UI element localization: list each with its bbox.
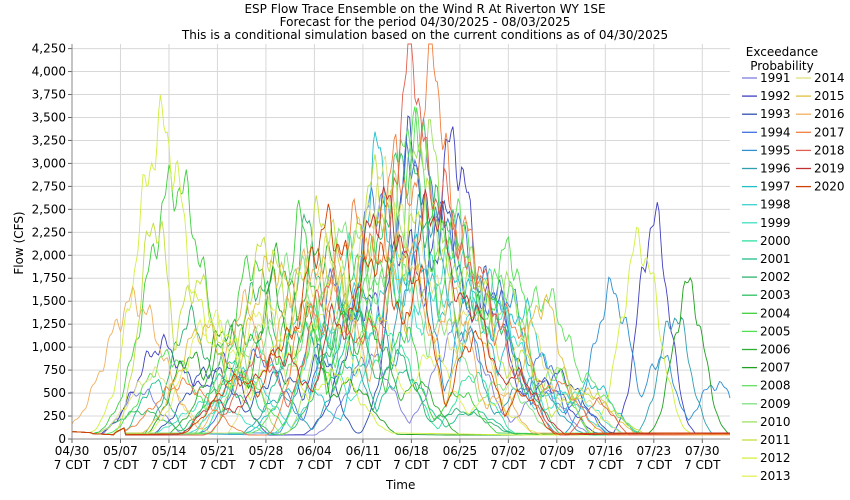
legend-label-2004: 2004: [760, 306, 791, 320]
x-tick-label-time: 7 CDT: [248, 458, 285, 472]
chart-subtitle-2: This is a conditional simulation based o…: [181, 28, 669, 42]
series-line-2020: [72, 203, 730, 436]
y-tick-label: 3,000: [32, 156, 66, 170]
legend-label-2016: 2016: [814, 107, 845, 121]
x-tick-label-date: 07/02: [491, 444, 526, 458]
legend-label-2000: 2000: [760, 234, 791, 248]
x-tick-label-date: 06/18: [394, 444, 429, 458]
y-tick-label: 2,750: [32, 179, 66, 193]
y-tick-label: 0: [58, 432, 66, 446]
plot-area: [72, 44, 730, 439]
x-tick-label-time: 7 CDT: [539, 458, 576, 472]
legend-label-2017: 2017: [814, 125, 845, 139]
x-tick-label-time: 7 CDT: [199, 458, 236, 472]
x-tick-label-date: 07/09: [540, 444, 575, 458]
y-tick-label: 1,750: [32, 271, 66, 285]
legend-label-2012: 2012: [760, 451, 791, 465]
legend-title-line-2: Probability: [750, 59, 814, 73]
legend-label-1997: 1997: [760, 180, 791, 194]
legend-label-2019: 2019: [814, 162, 845, 176]
x-tick-label-time: 7 CDT: [490, 458, 527, 472]
y-tick-label: 750: [43, 363, 66, 377]
x-tick-label-date: 07/30: [685, 444, 720, 458]
y-tick-label: 3,500: [32, 110, 66, 124]
x-tick-label-date: 05/07: [103, 444, 138, 458]
y-tick-label: 3,750: [32, 88, 66, 102]
x-tick-label-date: 07/16: [588, 444, 623, 458]
series-line-2017: [72, 43, 730, 436]
x-tick-label-time: 7 CDT: [393, 458, 430, 472]
y-tick-label: 2,000: [32, 248, 66, 262]
legend-label-1996: 1996: [760, 162, 791, 176]
chart-subtitle: Forecast for the period 04/30/2025 - 08/…: [279, 15, 571, 29]
x-tick-label-date: 05/14: [152, 444, 187, 458]
x-tick-label-date: 05/21: [200, 444, 235, 458]
legend-label-2003: 2003: [760, 288, 791, 302]
legend-label-2002: 2002: [760, 270, 791, 284]
legend-label-2010: 2010: [760, 415, 791, 429]
legend-title: Exceedance Probability: [732, 45, 832, 73]
series-line-2015: [72, 212, 731, 436]
series-line-2018: [72, 43, 730, 436]
series-line-2019: [72, 186, 730, 436]
y-tick-label: 2,250: [32, 225, 66, 239]
x-tick-label-date: 06/11: [346, 444, 381, 458]
legend-label-1999: 1999: [760, 216, 791, 230]
legend-label-2015: 2015: [814, 89, 845, 103]
legend-label-2014: 2014: [814, 71, 845, 85]
x-tick-label-date: 05/28: [249, 444, 284, 458]
legend-label-1991: 1991: [760, 71, 791, 85]
x-tick-label-date: 06/25: [443, 444, 478, 458]
y-tick-label: 1,250: [32, 317, 66, 331]
y-tick-label: 2,500: [32, 202, 66, 216]
x-tick-label-time: 7 CDT: [54, 458, 91, 472]
series-line-2012: [72, 94, 731, 436]
legend-label-2013: 2013: [760, 469, 791, 483]
legend-label-1995: 1995: [760, 143, 791, 157]
x-tick-label-time: 7 CDT: [102, 458, 139, 472]
x-tick-label-time: 7 CDT: [636, 458, 673, 472]
x-tick-label-time: 7 CDT: [442, 458, 479, 472]
x-axis-label: Time: [386, 478, 416, 492]
x-tick-label-time: 7 CDT: [151, 458, 188, 472]
legend-label-2011: 2011: [760, 433, 791, 447]
y-tick-label: 1,000: [32, 340, 66, 354]
legend-label-2005: 2005: [760, 324, 791, 338]
y-tick-label: 500: [43, 386, 66, 400]
y-tick-label: 4,250: [32, 42, 66, 56]
y-tick-label: 4,000: [32, 65, 66, 79]
series-line-2011: [72, 154, 730, 436]
y-tick-label: 1,500: [32, 294, 66, 308]
legend-label-2007: 2007: [760, 361, 791, 375]
legend-label-1994: 1994: [760, 125, 791, 139]
legend-title-line-1: Exceedance: [745, 45, 819, 59]
legend-label-2008: 2008: [760, 379, 791, 393]
x-tick-label-time: 7 CDT: [296, 458, 333, 472]
legend-label-2018: 2018: [814, 143, 845, 157]
x-tick-label-time: 7 CDT: [345, 458, 382, 472]
legend-label-1993: 1993: [760, 107, 791, 121]
x-tick-label-date: 06/04: [297, 444, 332, 458]
legend-label-1992: 1992: [760, 89, 791, 103]
legend-label-2001: 2001: [760, 252, 791, 266]
x-tick-label-time: 7 CDT: [587, 458, 624, 472]
y-tick-label: 250: [43, 409, 66, 423]
legend-label-2006: 2006: [760, 343, 791, 357]
legend-label-2009: 2009: [760, 397, 791, 411]
x-tick-label-date: 04/30: [55, 444, 90, 458]
legend-label-1998: 1998: [760, 198, 791, 212]
x-tick-label-time: 7 CDT: [684, 458, 721, 472]
x-tick-label-date: 07/23: [637, 444, 672, 458]
y-tick-label: 3,250: [32, 133, 66, 147]
chart-title: ESP Flow Trace Ensemble on the Wind R At…: [244, 2, 606, 16]
legend-label-2020: 2020: [814, 180, 845, 194]
series-group: [71, 43, 731, 436]
